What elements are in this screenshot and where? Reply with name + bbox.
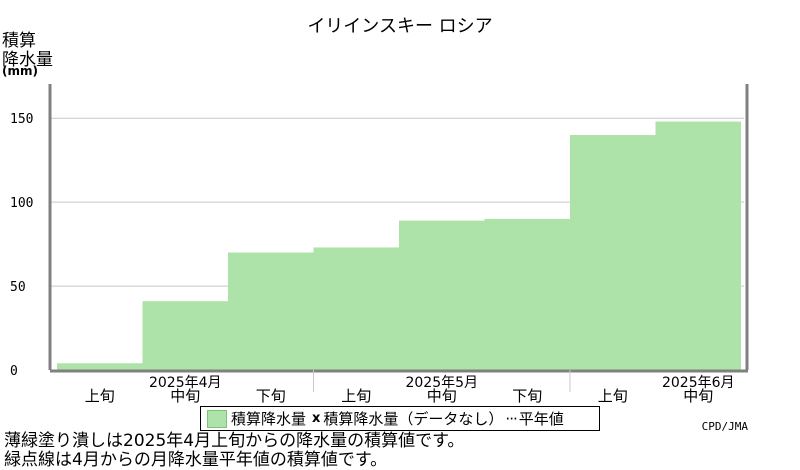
bar-6 — [484, 218, 570, 370]
legend: 積算降水量 x 積算降水量（データなし） ··· 平年値 — [200, 406, 600, 431]
chart-title: イリインスキー ロシア — [307, 16, 493, 37]
x-tick-label-dekad: 下旬 — [256, 387, 286, 405]
bar-3 — [228, 252, 314, 370]
x-tick-label-month: 2025年5月 — [405, 375, 478, 391]
x-tick-label-dekad: 上旬 — [598, 387, 628, 405]
y-axis-unit: (mm) — [2, 64, 38, 78]
y-axis-label-line1: 積算 — [2, 31, 36, 51]
y-tick-label: 150 — [10, 112, 33, 127]
legend-label-accumulated: 積算降水量 — [231, 410, 307, 428]
legend-mark-no-data: x — [312, 411, 321, 426]
bar-1 — [57, 363, 143, 370]
y-tick-label: 100 — [10, 196, 33, 211]
x-tick-label-dekad: 下旬 — [512, 387, 542, 405]
legend-swatch-accumulated — [207, 409, 227, 428]
legend-dots-normal: ··· — [505, 409, 517, 428]
legend-label-no-data: 積算降水量（データなし） — [323, 410, 504, 428]
note-line2: 緑点線は4月からの月降水量平年値の積算値です。 — [4, 450, 388, 470]
x-tick-label-month: 2025年6月 — [662, 375, 735, 391]
note-line1: 薄緑塗り潰しは2025年4月上旬からの降水量の積算値です。 — [4, 431, 465, 451]
x-tick-label-month: 2025年4月 — [149, 375, 222, 391]
legend-label-normal: 平年値 — [518, 410, 564, 428]
x-tick-label-dekad: 中旬 — [170, 387, 200, 405]
y-tick-label: 50 — [10, 280, 26, 295]
x-tick-label-dekad: 中旬 — [683, 387, 713, 405]
x-tick-label-dekad: 上旬 — [85, 387, 115, 405]
y-axis-label-line2: 降水量 — [2, 50, 53, 70]
bar-2 — [142, 301, 228, 370]
bar-5 — [399, 220, 485, 370]
bar-8 — [655, 121, 741, 370]
x-tick-label-dekad: 中旬 — [427, 387, 457, 405]
y-tick-label: 0 — [10, 364, 18, 379]
x-tick-label-dekad: 上旬 — [341, 387, 371, 405]
bar-7 — [570, 135, 656, 370]
credit: CPD/JMA — [701, 420, 748, 433]
bar-4 — [313, 247, 399, 370]
